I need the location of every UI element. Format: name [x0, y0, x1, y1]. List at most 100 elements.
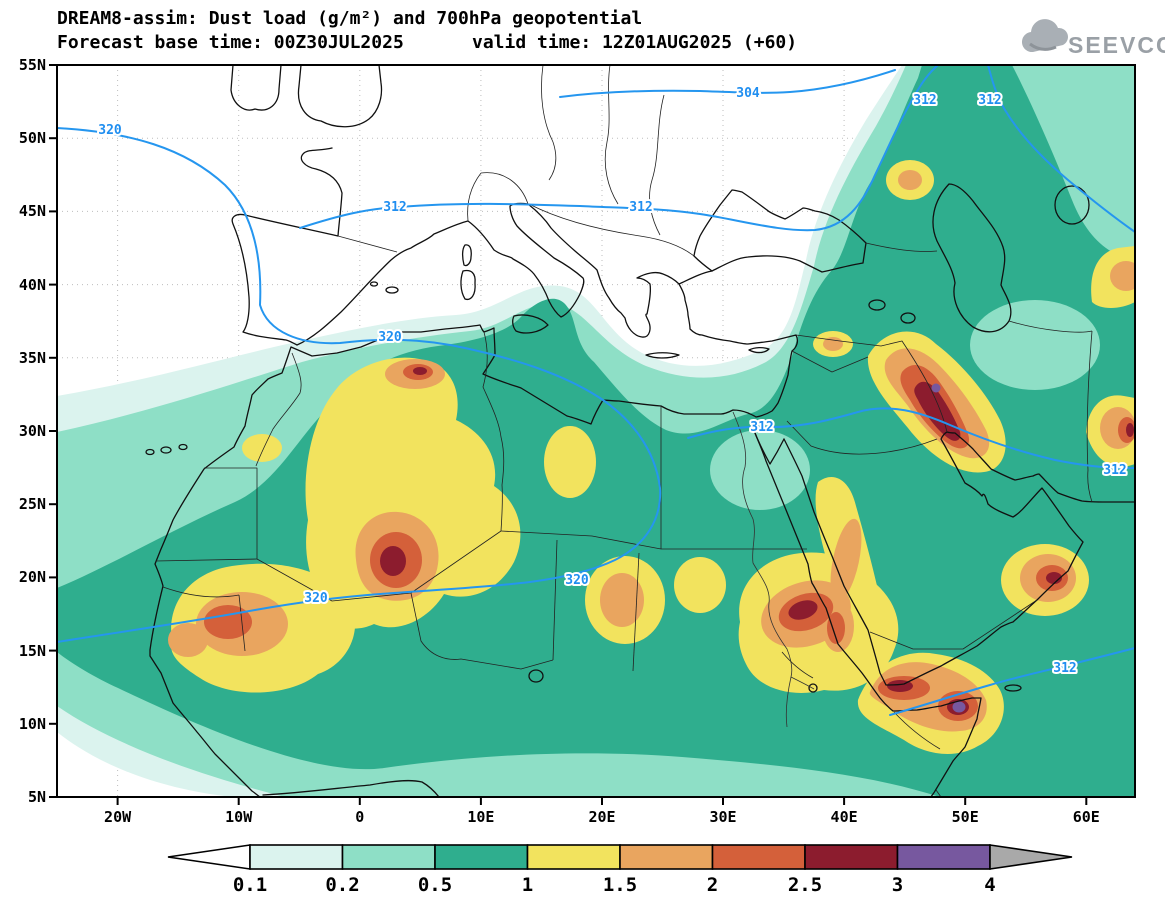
contour-labels: 320 320 320 320 312 312 312 312 312 312 …: [96, 84, 1128, 678]
lon-tick-20w: 20W: [104, 808, 132, 826]
lat-tick-15n: 15N: [19, 642, 46, 660]
contour-label-320-d: 320: [565, 573, 589, 588]
contour-label-312-e: 312: [750, 420, 773, 435]
cbar-label-2: 2: [707, 874, 718, 896]
map: 320 320 320 320 312 312 312 312 312 312 …: [19, 56, 1136, 826]
coast-caspian: [932, 183, 1012, 333]
lake-urmia: [900, 312, 916, 324]
dust-hole-neiran: [970, 300, 1100, 390]
dust-fill-3: [931, 383, 966, 713]
lat-tick-50n: 50N: [19, 129, 46, 147]
canary-island-2: [160, 446, 172, 454]
cbar-label-2p5: 2.5: [788, 874, 822, 896]
lat-tick-25n: 25N: [19, 495, 46, 513]
coast-redsea-africa-horn: [754, 432, 982, 798]
header: DREAM8-assim: Dust load (g/m²) and 700hP…: [57, 8, 1165, 58]
contour-312-egypt-gulf: [687, 407, 1136, 470]
coast-blacksea: [693, 189, 867, 273]
axis-ticks: [49, 64, 1088, 805]
lon-tick-20e: 20E: [588, 808, 615, 826]
lake-van: [868, 299, 886, 311]
socotra: [1004, 684, 1022, 692]
lat-tick-55n: 55N: [19, 56, 46, 74]
contour-label-320-c: 320: [304, 591, 328, 606]
cyprus: [748, 346, 770, 354]
blue-nile: [790, 676, 815, 690]
cbar-label-4: 4: [984, 874, 995, 896]
colorbar-cell-2: [711, 844, 806, 870]
coast-gulf-of-guinea: [262, 779, 440, 798]
lat-tick-20n: 20N: [19, 568, 46, 586]
mallorca: [385, 286, 399, 294]
lon-tick-30e: 30E: [709, 808, 736, 826]
contour-label-312-d: 312: [978, 93, 1001, 108]
cloud-icon: [1021, 19, 1068, 53]
cbar-label-0p2: 0.2: [325, 874, 359, 896]
cbar-label-1: 1: [522, 874, 533, 896]
nile-river: [732, 411, 793, 728]
colorbar-cell-1: [526, 844, 621, 870]
contour-label-320-b: 320: [378, 330, 402, 345]
coast-turkey-northafrica-westafrica: [149, 283, 799, 798]
contour-label-312-c: 312: [913, 93, 936, 108]
lat-tick-5n: 5N: [28, 788, 46, 806]
lake-chad: [528, 669, 544, 683]
logo-text: SEEVCCC: [1068, 32, 1165, 58]
colorbar: 0.1 0.2 0.5 1 1.5 2 2.5 3 4: [167, 844, 1073, 896]
lon-tick-60e: 60E: [1073, 808, 1100, 826]
colorbar-cell-0p5: [434, 844, 529, 870]
coast-ireland: [230, 64, 282, 111]
colorbar-over-arrow: [989, 844, 1073, 870]
colorbar-cell-1p5: [619, 844, 714, 870]
borders: [155, 64, 1093, 798]
contour-label-304: 304: [736, 86, 760, 101]
colorbar-labels: 0.1 0.2 0.5 1 1.5 2 2.5 3 4: [233, 874, 996, 896]
lon-tick-10w: 10W: [225, 808, 253, 826]
canary-island-1: [145, 448, 155, 456]
aral-sea: [1054, 185, 1090, 225]
lon-tick-10e: 10E: [467, 808, 494, 826]
coast-arabia-persiangulf: [783, 431, 1136, 686]
contour-304: [559, 69, 896, 98]
coastlines: [149, 64, 1136, 798]
colorbar-under-arrow: [167, 844, 251, 870]
contour-label-320-a: 320: [98, 123, 122, 138]
sardinia: [460, 269, 476, 301]
lat-tick-30n: 30N: [19, 422, 46, 440]
contour-label-312-b: 312: [629, 200, 652, 215]
x-axis-labels: 20W 10W 0 10E 20E 30E 40E 50E 60E: [104, 808, 1100, 826]
seevccc-logo: SEEVCCC: [1021, 19, 1165, 58]
geopotential-contours: 320 320 320 320 312 312 312 312 312 312 …: [56, 64, 1136, 716]
lon-tick-40e: 40E: [831, 808, 858, 826]
y-axis-labels: 55N 50N 45N 40N 35N 30N 25N 20N 15N 10N …: [19, 56, 46, 806]
coast-iberia-france-italy-balkans: [231, 147, 713, 346]
contour-312-arabiansea: [889, 647, 1136, 716]
islands-lakes: [145, 185, 1090, 693]
contour-312-caspian: [987, 64, 1136, 233]
colorbar-cell-0p1: [249, 844, 344, 870]
cbar-label-0p5: 0.5: [418, 874, 452, 896]
contour-label-312-g: 312: [1053, 661, 1076, 676]
canary-island-3: [178, 443, 188, 451]
valid-time-label: valid time: 12Z01AUG2025 (+60): [472, 32, 797, 53]
lon-tick-50e: 50E: [952, 808, 979, 826]
contour-label-312-f: 312: [1103, 463, 1126, 478]
ibiza: [369, 281, 379, 287]
cbar-label-0p1: 0.1: [233, 874, 267, 896]
lat-tick-35n: 35N: [19, 349, 46, 367]
forecast-base-time-label: Forecast base time: 00Z30JUL2025: [57, 32, 404, 53]
dust-hole-negypt: [710, 430, 810, 510]
lat-tick-45n: 45N: [19, 202, 46, 220]
rivers: [732, 411, 815, 728]
colorbar-cell-0p2: [341, 844, 436, 870]
contour-label-312-a: 312: [383, 200, 406, 215]
lake-tana: [808, 683, 818, 693]
colorbar-cell-3: [896, 844, 991, 870]
coast-sinai: [754, 432, 785, 465]
page-title: DREAM8-assim: Dust load (g/m²) and 700hP…: [57, 8, 642, 29]
coast-britain: [297, 64, 383, 128]
contour-320: [56, 127, 662, 643]
lon-tick-0: 0: [355, 808, 364, 826]
